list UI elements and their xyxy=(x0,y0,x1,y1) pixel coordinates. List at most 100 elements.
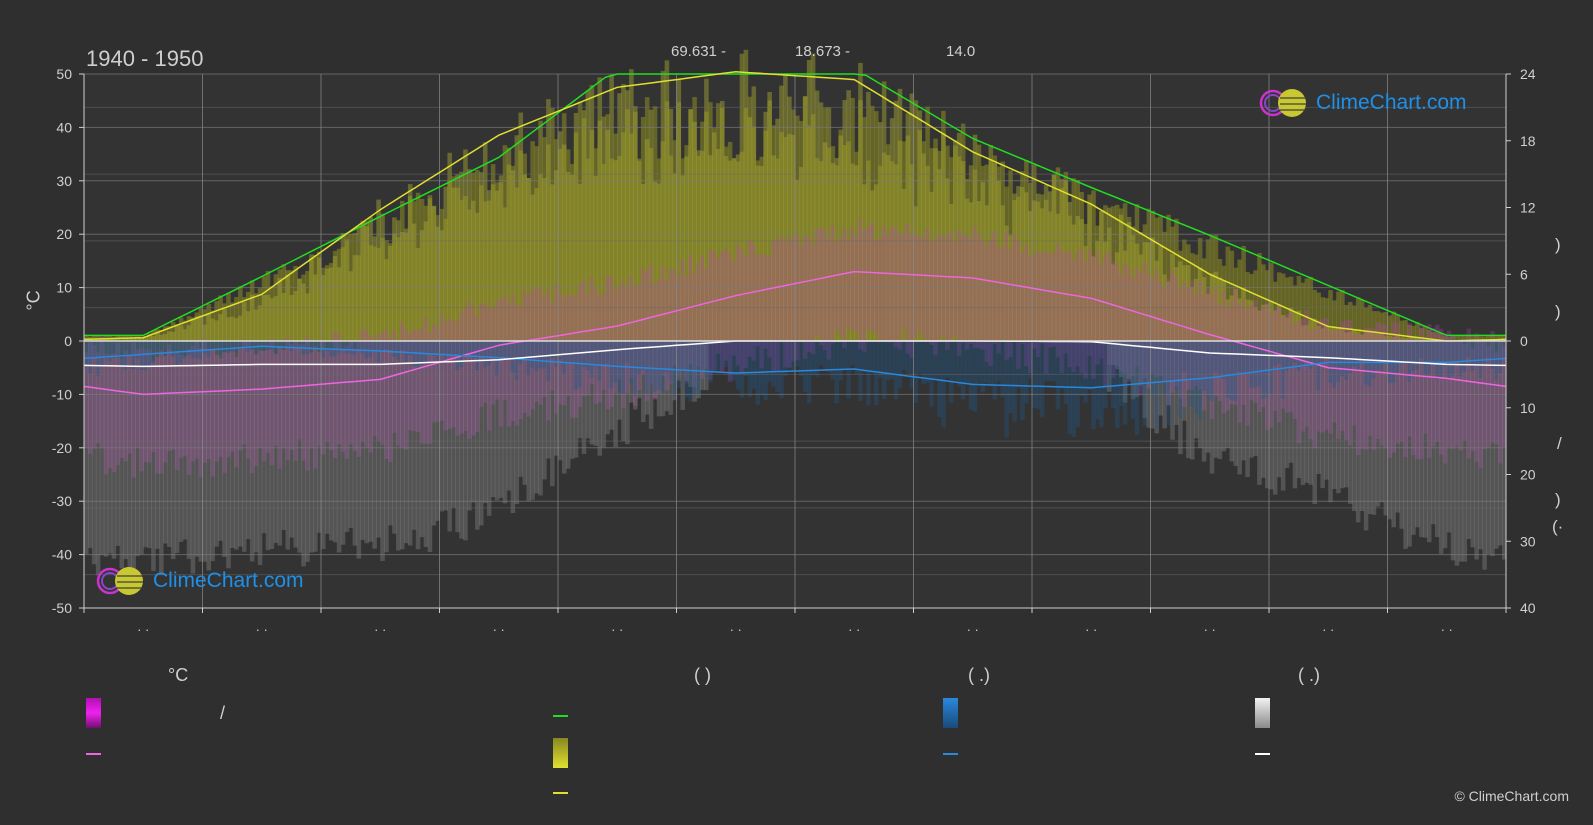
daylight-band xyxy=(696,155,701,341)
daylight-band xyxy=(941,110,946,341)
sunshine-band xyxy=(1269,301,1274,341)
daylight-band xyxy=(1470,335,1475,341)
temperature-band xyxy=(1419,324,1424,460)
daylight-band xyxy=(621,132,626,341)
snow-swatch xyxy=(1255,698,1270,728)
precipitation-band xyxy=(569,341,575,365)
daylight-band xyxy=(376,248,381,341)
snow-band xyxy=(253,341,259,553)
snow-band xyxy=(443,341,448,511)
daylight-band xyxy=(518,150,524,341)
temperature-band xyxy=(1008,249,1013,358)
daylight-band xyxy=(1344,304,1349,341)
sunshine-band xyxy=(198,315,204,341)
precipitation-band xyxy=(530,341,535,368)
precipitation-band xyxy=(1336,341,1341,382)
sunshine-band xyxy=(1371,332,1377,341)
temperature-band xyxy=(198,348,204,477)
sunshine-band xyxy=(818,102,824,341)
temperature-band xyxy=(953,242,958,336)
precipitation-band xyxy=(1280,341,1286,399)
precipitation-band xyxy=(218,341,223,356)
temperature-band xyxy=(779,237,784,341)
snow-band xyxy=(459,341,464,539)
temperature-band xyxy=(1170,270,1175,393)
sunshine-band xyxy=(1043,185,1049,341)
precipitation-band xyxy=(601,341,606,365)
precipitation-band xyxy=(1355,341,1361,370)
daylight-band xyxy=(471,172,476,341)
daylight-band xyxy=(1134,204,1140,341)
sunshine-band xyxy=(332,256,338,341)
temperature-band xyxy=(1363,327,1369,450)
snow-band xyxy=(1174,341,1179,425)
precipitation-band xyxy=(467,341,472,355)
snow-band xyxy=(1403,341,1408,549)
legend-snow-head: ( .) xyxy=(1298,665,1320,685)
temperature-band xyxy=(99,336,105,449)
sunshine-band xyxy=(526,177,531,341)
sunshine-band xyxy=(877,122,883,341)
daylight-band xyxy=(597,120,603,341)
snow-band xyxy=(625,341,630,445)
temperature-band xyxy=(933,238,938,356)
sunshine-band xyxy=(459,171,464,341)
precipitation-band xyxy=(518,341,524,365)
daylight-band xyxy=(218,295,223,341)
sunshine-band xyxy=(1221,280,1227,341)
sunshine-stat: 18.673 - xyxy=(795,43,851,60)
daylight-band xyxy=(601,163,606,341)
temperature-band xyxy=(1059,250,1065,374)
precipitation-band xyxy=(1047,341,1053,382)
temperature-band xyxy=(787,236,792,368)
daylight-band xyxy=(949,157,954,341)
daylight-band xyxy=(1466,335,1472,341)
snow-band xyxy=(111,341,117,559)
snow-band xyxy=(151,341,156,571)
snow-band xyxy=(561,341,567,474)
precipitation-band xyxy=(1411,341,1416,372)
snow-band xyxy=(1415,341,1420,528)
temperature-band xyxy=(1004,231,1009,360)
sunshine-band xyxy=(1280,315,1286,341)
temperature-band xyxy=(605,275,610,410)
temperature-band xyxy=(696,262,701,368)
daylight-band xyxy=(581,118,587,341)
snow-band xyxy=(396,341,401,551)
temperature-band xyxy=(111,353,117,473)
temperature-band xyxy=(510,293,516,421)
precipitation-band xyxy=(439,341,445,355)
sunshine-band xyxy=(550,184,555,341)
sunshine-band xyxy=(680,175,685,341)
precipitation-band xyxy=(1114,341,1120,429)
snow-band xyxy=(577,341,583,439)
daylight-band xyxy=(684,145,689,341)
daylight-band xyxy=(463,196,468,341)
sunshine-band xyxy=(151,335,156,341)
precipitation-band xyxy=(502,341,508,358)
precipitation-band xyxy=(427,341,433,354)
sunshine-band xyxy=(901,189,907,341)
sunshine-band xyxy=(561,144,567,341)
precipitation-band xyxy=(609,341,614,389)
temperature-band xyxy=(269,338,275,466)
sunshine-band xyxy=(783,75,788,341)
snow-band xyxy=(1276,341,1282,478)
sunshine-band xyxy=(1118,214,1124,341)
sunshine-band xyxy=(344,239,350,341)
precipitation-band xyxy=(605,341,610,364)
temperature-band xyxy=(400,322,405,448)
daylight-band xyxy=(166,325,172,341)
sunshine-band xyxy=(1288,307,1294,341)
daylight-band xyxy=(1379,312,1385,341)
precipitation-band xyxy=(368,341,373,358)
daylight-band xyxy=(1221,265,1227,341)
precipitation-band xyxy=(1122,341,1128,425)
sunshine-band xyxy=(1103,241,1108,341)
temperature-band xyxy=(949,230,954,342)
snow-band xyxy=(506,341,512,491)
precipitation-band xyxy=(159,341,164,354)
daylight-band xyxy=(1099,210,1104,341)
sunshine-band xyxy=(617,93,622,342)
left-tick-label: -30 xyxy=(52,493,72,509)
